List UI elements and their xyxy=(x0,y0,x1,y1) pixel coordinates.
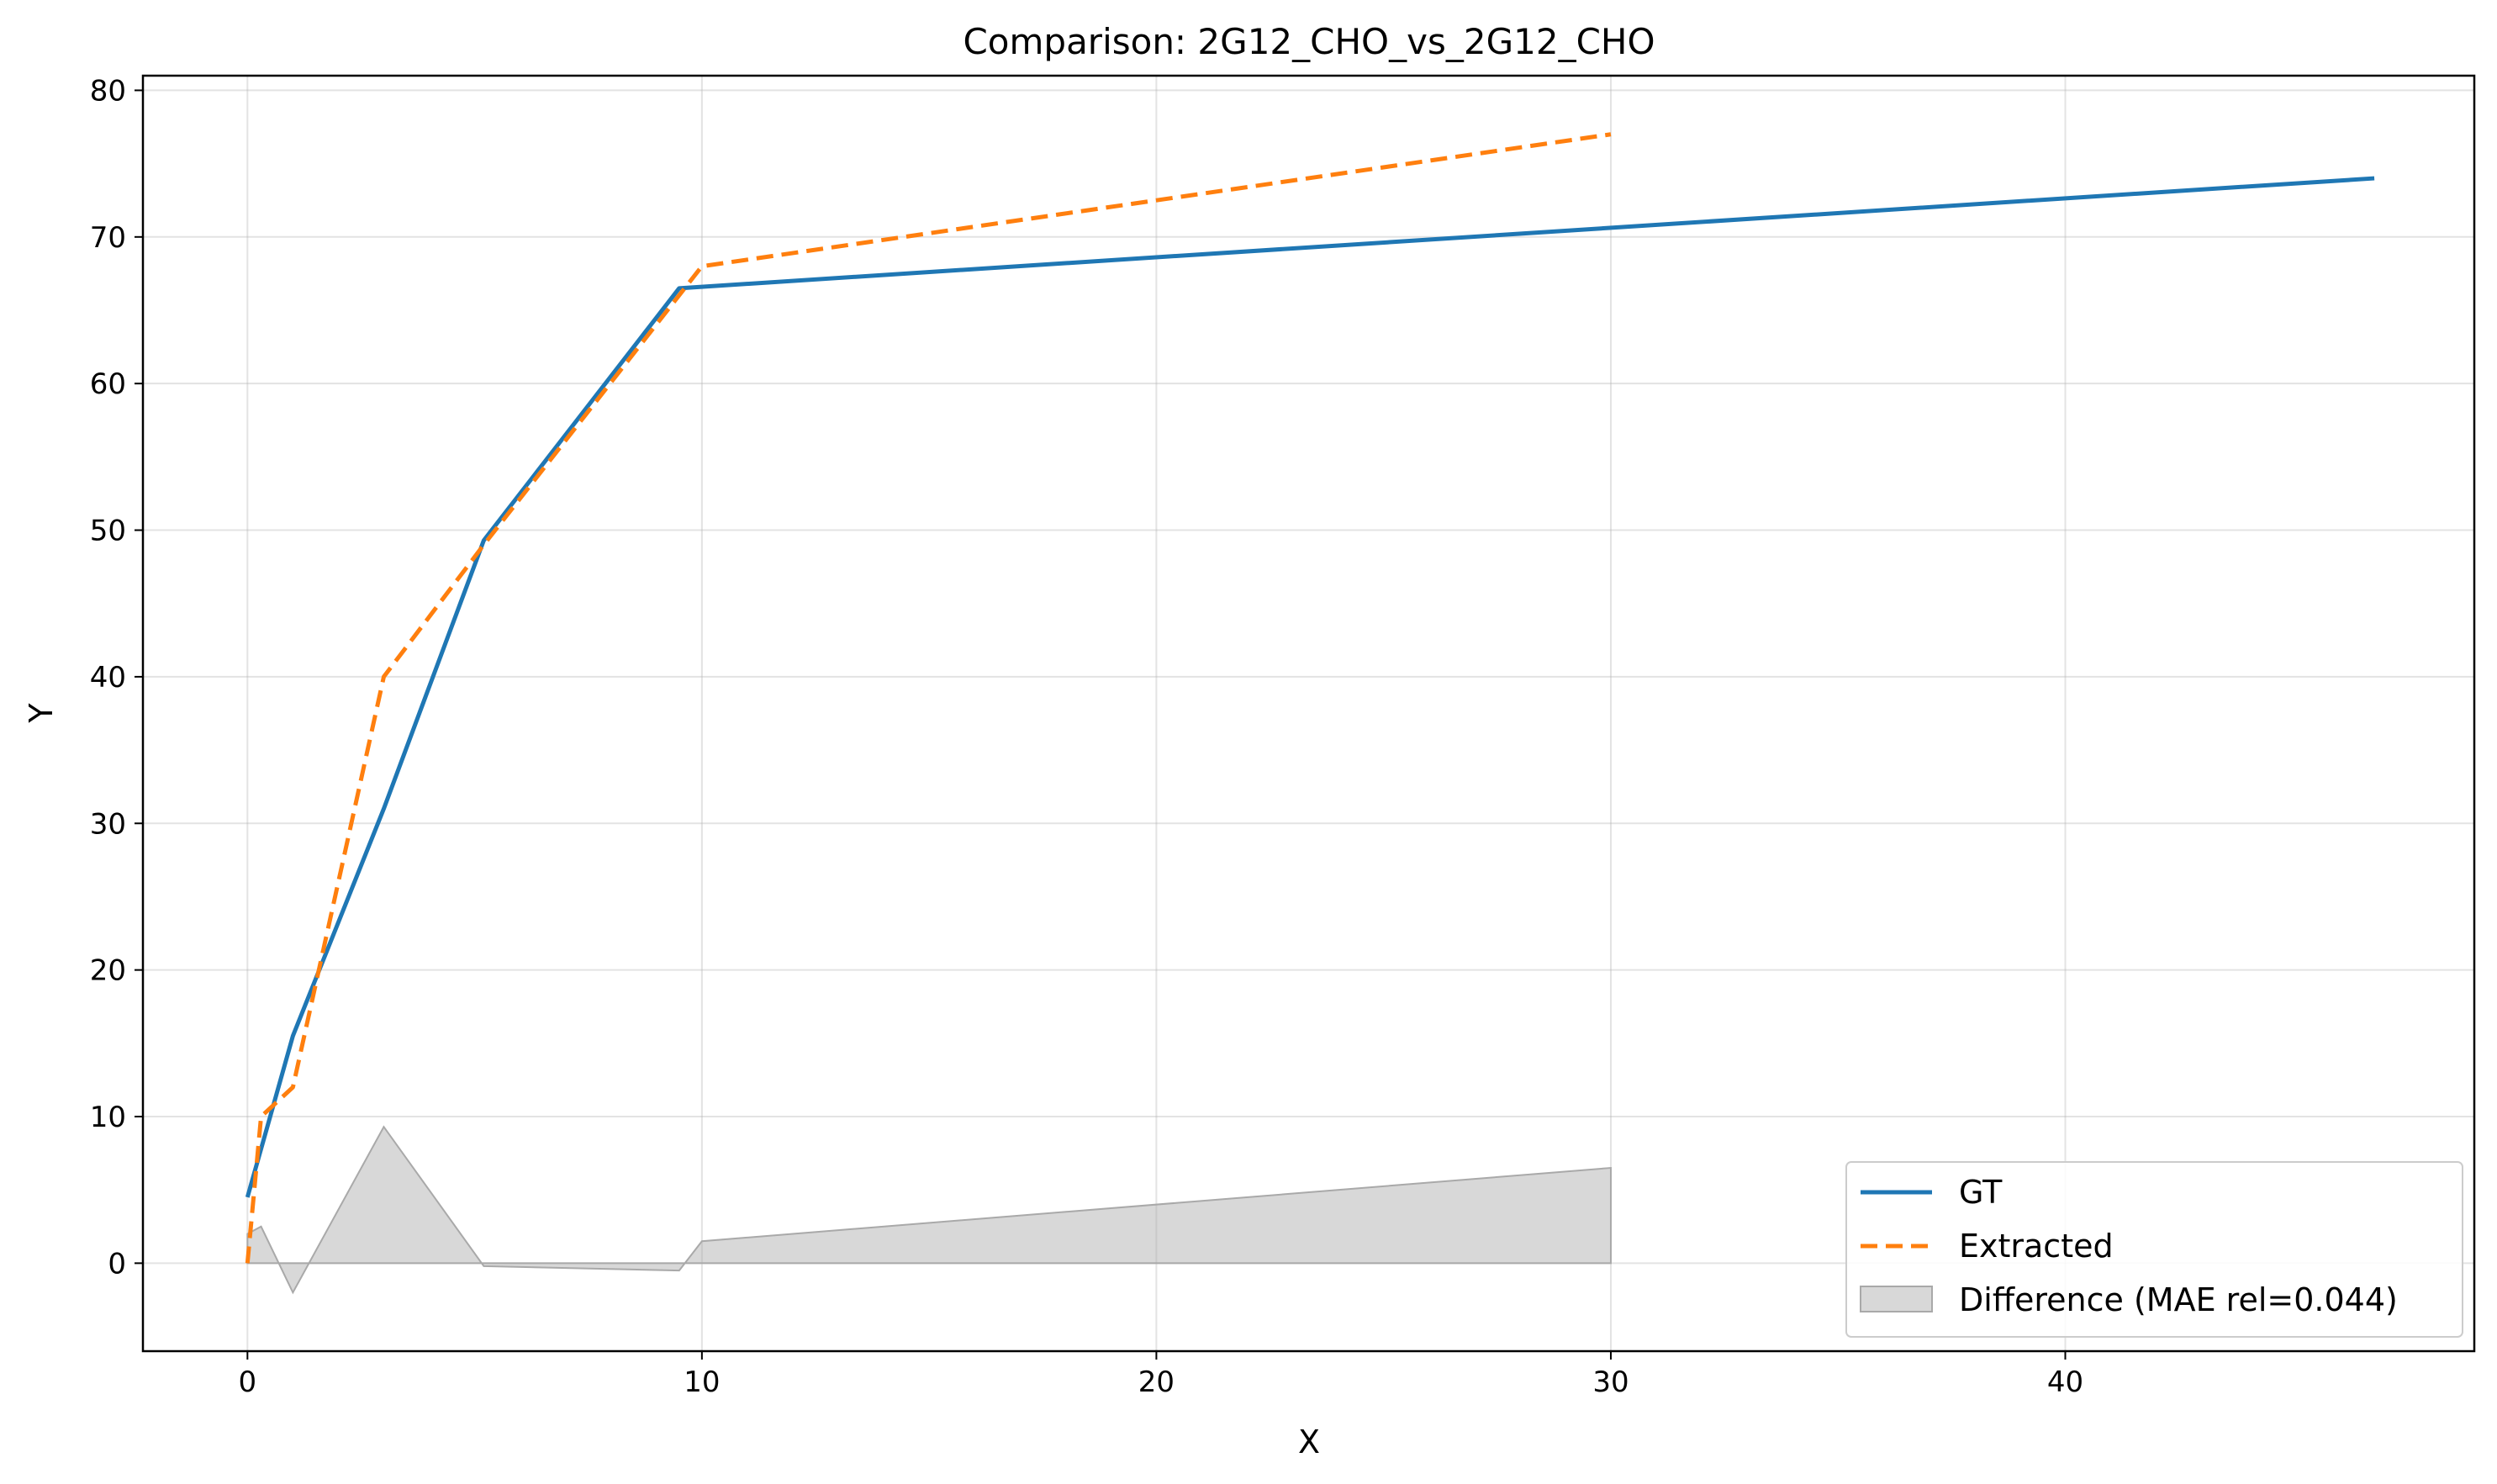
series-layer xyxy=(245,132,2375,1264)
y-axis-ticks: 0 10 20 30 40 50 60 70 80 xyxy=(90,74,143,1281)
legend-difference-label: Difference (MAE rel=0.044) xyxy=(1959,1281,2398,1318)
series-gt-line xyxy=(245,176,2375,1198)
difference-layer xyxy=(246,1125,1612,1295)
y-tick-label: 10 xyxy=(90,1101,126,1134)
legend: GT Extracted Difference (MAE rel=0.044) xyxy=(1845,1161,2463,1338)
y-tick-label: 70 xyxy=(90,221,126,255)
chart-title: Comparison: 2G12_CHO_vs_2G12_CHO xyxy=(963,21,1655,62)
y-tick-label: 40 xyxy=(90,661,126,694)
y-tick-label: 60 xyxy=(90,367,126,401)
x-tick-label: 10 xyxy=(684,1365,720,1399)
difference-area xyxy=(246,1125,1612,1295)
y-tick-label: 50 xyxy=(90,515,126,548)
x-tick-label: 0 xyxy=(239,1365,257,1399)
plot-frame xyxy=(141,74,2476,1353)
x-axis-ticks: 0 10 20 30 40 xyxy=(239,1351,2083,1399)
grid xyxy=(143,76,2474,1351)
y-tick-label: 30 xyxy=(90,807,126,841)
y-tick-label: 80 xyxy=(90,74,126,108)
legend-box xyxy=(1845,1161,2463,1338)
y-tick-label: 0 xyxy=(108,1247,126,1281)
x-tick-label: 40 xyxy=(2047,1365,2083,1399)
series-extracted-line xyxy=(245,132,1612,1264)
x-tick-label: 30 xyxy=(1592,1365,1629,1399)
legend-difference-swatch xyxy=(1860,1286,1933,1312)
legend-extracted-label: Extracted xyxy=(1959,1228,2114,1265)
y-axis-label: Y xyxy=(23,703,60,724)
x-axis-label: X xyxy=(1298,1423,1320,1460)
legend-gt-label: GT xyxy=(1959,1174,2003,1211)
y-tick-label: 20 xyxy=(90,954,126,988)
x-tick-label: 20 xyxy=(1138,1365,1175,1399)
